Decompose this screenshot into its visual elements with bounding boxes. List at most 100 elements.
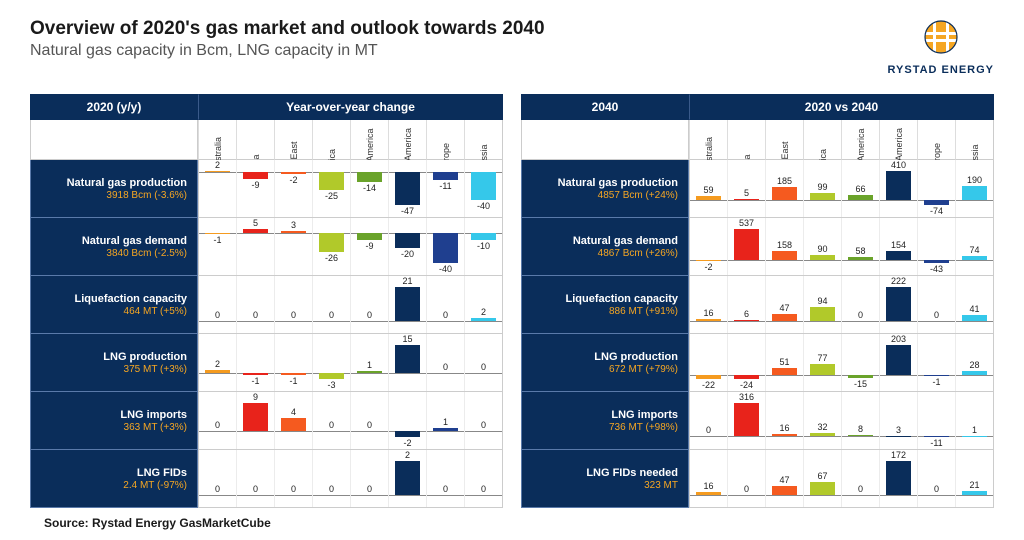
region-label: Australia bbox=[198, 120, 236, 160]
region-label: N. America bbox=[388, 120, 426, 160]
bar bbox=[772, 434, 798, 436]
bar-column: -40 bbox=[426, 218, 464, 275]
bar-value: 16 bbox=[766, 423, 803, 433]
bar-value: 0 bbox=[842, 310, 879, 320]
metric-label: LNG FIDs bbox=[31, 467, 187, 479]
bar-value: 0 bbox=[351, 310, 388, 320]
panel-header-right: 2020 vs 2040 bbox=[689, 94, 994, 120]
bar-value: 190 bbox=[956, 175, 993, 185]
bar-value: 59 bbox=[690, 185, 727, 195]
bar bbox=[319, 233, 345, 253]
bar bbox=[734, 375, 760, 379]
bar-column: -2 bbox=[689, 218, 727, 275]
axis-line bbox=[199, 321, 236, 322]
bar-column: -47 bbox=[388, 160, 426, 217]
bar-value: 1 bbox=[351, 360, 388, 370]
bar-column: 0 bbox=[464, 450, 502, 507]
bar bbox=[962, 186, 988, 199]
bars-cell: -25371589058154-4374 bbox=[689, 218, 994, 276]
axis-line bbox=[728, 495, 765, 496]
bar bbox=[810, 482, 836, 495]
bar-column: -1 bbox=[274, 334, 312, 391]
bar bbox=[281, 231, 307, 233]
axis-line bbox=[313, 431, 350, 432]
axis-line bbox=[880, 260, 917, 261]
page-subtitle: Natural gas capacity in Bcm, LNG capacit… bbox=[30, 42, 545, 60]
bar-value: 0 bbox=[351, 484, 388, 494]
bar-value: 0 bbox=[313, 484, 350, 494]
bars-cell: 16647940222041 bbox=[689, 276, 994, 334]
bar-value: 0 bbox=[199, 310, 236, 320]
bar-column: -22 bbox=[689, 334, 727, 391]
bar-value: 58 bbox=[842, 246, 879, 256]
region-header-spacer bbox=[521, 120, 689, 160]
metric-cell: LNG imports363 MT (+3%) bbox=[30, 392, 198, 450]
data-row: Natural gas demand4867 Bcm (+26%)-253715… bbox=[521, 218, 994, 276]
bar bbox=[281, 172, 307, 173]
axis-line bbox=[956, 375, 993, 376]
bar bbox=[281, 418, 307, 430]
bar-column: 15 bbox=[388, 334, 426, 391]
bar-column: 8 bbox=[841, 392, 879, 449]
region-label: Russia bbox=[464, 120, 502, 160]
bar bbox=[281, 373, 307, 375]
metric-label: Natural gas demand bbox=[31, 235, 187, 247]
bar-value: 0 bbox=[275, 310, 312, 320]
axis-line bbox=[427, 495, 464, 496]
bar-value: 185 bbox=[766, 176, 803, 186]
bar-column: 21 bbox=[388, 276, 426, 333]
bar-value: 0 bbox=[275, 484, 312, 494]
bar-value: 0 bbox=[465, 484, 502, 494]
bar-value: 0 bbox=[427, 484, 464, 494]
bars-cell: 5951859966410-74190 bbox=[689, 160, 994, 218]
axis-line bbox=[804, 260, 841, 261]
bar bbox=[848, 257, 874, 260]
bar-value: 32 bbox=[804, 422, 841, 432]
bar-column: -14 bbox=[350, 160, 388, 217]
bar bbox=[886, 287, 912, 321]
title-block: Overview of 2020's gas market and outloo… bbox=[30, 18, 545, 60]
metric-sub: 672 MT (+79%) bbox=[522, 364, 678, 375]
axis-line bbox=[237, 321, 274, 322]
axis-line bbox=[880, 375, 917, 376]
data-row: LNG production672 MT (+79%)-22-245177-15… bbox=[521, 334, 994, 392]
axis-line bbox=[275, 495, 312, 496]
bar-column: 0 bbox=[350, 392, 388, 449]
panel-header: 2020 (y/y)Year-over-year change bbox=[30, 94, 503, 120]
bar-value: -15 bbox=[842, 379, 879, 389]
axis-line bbox=[690, 436, 727, 437]
metric-sub: 375 MT (+3%) bbox=[31, 364, 187, 375]
bar-value: 15 bbox=[389, 334, 426, 344]
bar bbox=[810, 364, 836, 376]
bar-value: -2 bbox=[389, 438, 426, 448]
bar-column: 21 bbox=[955, 450, 993, 507]
bar-column: 41 bbox=[955, 276, 993, 333]
axis-line bbox=[351, 431, 388, 432]
bar-value: 5 bbox=[237, 218, 274, 228]
metric-cell: Natural gas production3918 Bcm (-3.6%) bbox=[30, 160, 198, 218]
bar-value: 0 bbox=[465, 362, 502, 372]
bar-value: -47 bbox=[389, 206, 426, 216]
metric-cell: Natural gas demand4867 Bcm (+26%) bbox=[521, 218, 689, 276]
bar bbox=[395, 233, 421, 248]
bar bbox=[734, 229, 760, 260]
bar-column: 0 bbox=[274, 450, 312, 507]
region-label: Asia bbox=[236, 120, 274, 160]
axis-line bbox=[728, 260, 765, 261]
bar-value: 41 bbox=[956, 304, 993, 314]
axis-line bbox=[728, 321, 765, 322]
bar-column: -43 bbox=[917, 218, 955, 275]
metric-label: LNG imports bbox=[31, 409, 187, 421]
bars-cell: 09400-210 bbox=[198, 392, 503, 450]
logo-text: RYSTAD ENERGY bbox=[887, 64, 994, 76]
bars-cell: 2-9-2-25-14-47-11-40 bbox=[198, 160, 503, 218]
bar bbox=[962, 256, 988, 260]
bar-value: 0 bbox=[199, 484, 236, 494]
bar-column: 2 bbox=[198, 334, 236, 391]
region-label: Russia bbox=[955, 120, 993, 160]
data-row: Liquefaction capacity464 MT (+5%)0000021… bbox=[30, 276, 503, 334]
bars-cell: 0316163283-111 bbox=[689, 392, 994, 450]
metric-sub: 323 MT bbox=[522, 480, 678, 491]
bar-column: -9 bbox=[350, 218, 388, 275]
bar-value: -1 bbox=[918, 377, 955, 387]
